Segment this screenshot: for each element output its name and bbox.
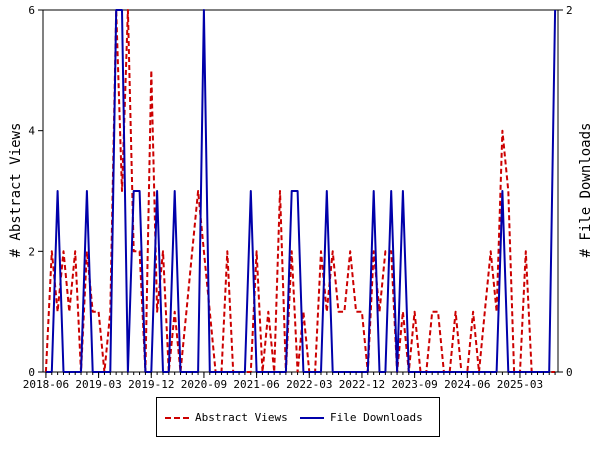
x-tick-label: 2025-03 — [497, 378, 543, 391]
legend-swatch-file-downloads — [300, 417, 324, 419]
legend-swatch-abstract-views — [165, 417, 189, 419]
y-tick-label-left: 6 — [28, 4, 35, 17]
x-tick-label: 2023-09 — [391, 378, 437, 391]
x-tick-label: 2022-12 — [339, 378, 385, 391]
x-tick-label: 2020-09 — [181, 378, 227, 391]
legend: Abstract Views File Downloads — [156, 397, 440, 437]
x-tick-label: 2019-12 — [128, 378, 174, 391]
y-axis-label-left: # Abstract Views — [8, 123, 24, 258]
y-tick-label-left: 4 — [28, 125, 35, 138]
x-tick-label: 2024-06 — [444, 378, 490, 391]
x-tick-label: 2019-03 — [75, 378, 121, 391]
y-tick-label-left: 2 — [28, 245, 35, 258]
series-line-file-downloads — [45, 9, 557, 373]
legend-item-file-downloads: File Downloads — [300, 411, 423, 425]
series-line-abstract-views — [44, 9, 556, 373]
x-tick-label: 2018-06 — [23, 378, 69, 391]
y-tick-label-left: 0 — [28, 366, 35, 379]
series-layer — [44, 9, 557, 373]
legend-item-abstract-views: Abstract Views — [165, 411, 288, 425]
ticks-layer: 0 2 4 6 0 2 2018-06 2019-03 2019-12 2020-09 2021-0… — [23, 4, 573, 391]
legend-label-abstract-views: Abstract Views — [195, 411, 288, 424]
plot-frame — [42, 9, 559, 373]
plot-border — [42, 9, 559, 373]
legend-label-file-downloads: File Downloads — [330, 411, 423, 424]
y-tick-label-right: 0 — [566, 366, 573, 379]
y-tick-label-right: 2 — [566, 4, 573, 17]
x-tick-label: 2021-06 — [233, 378, 279, 391]
y-axis-label-right: # File Downloads — [578, 123, 594, 258]
x-tick-label: 2022-03 — [286, 378, 332, 391]
